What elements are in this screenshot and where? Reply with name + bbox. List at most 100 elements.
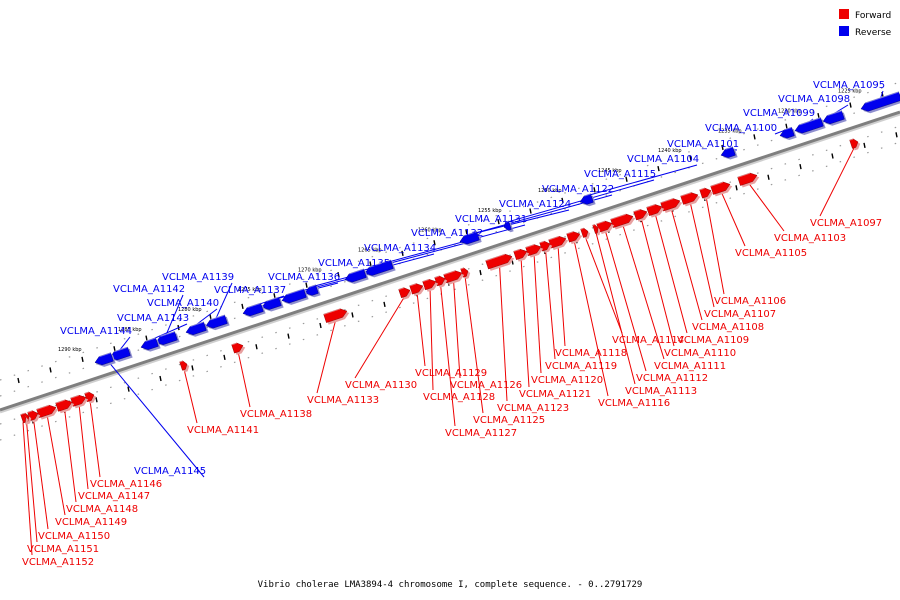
gene-label-vclma_a1118[interactable]: VCLMA_A1118 <box>555 348 627 359</box>
gene-arrow-vclma_a1130[interactable] <box>398 286 414 301</box>
gene-arrow-vclma_a1100[interactable] <box>779 126 797 143</box>
gene-arrow-vclma_a1111[interactable] <box>610 212 637 230</box>
gene-label-vclma_a1101[interactable]: VCLMA_A1101 <box>667 139 739 150</box>
gene-arrow-vclma_a1114[interactable] <box>580 227 592 240</box>
gene-label-vclma_a1121[interactable]: VCLMA_A1121 <box>519 389 591 400</box>
gene-label-vclma_a1148[interactable]: VCLMA_A1148 <box>66 504 138 515</box>
gene-arrow-vclma_a1147[interactable] <box>70 393 90 409</box>
gene-arrow-vclma_a1136[interactable] <box>261 296 284 314</box>
gene-arrow-vclma_a1133[interactable] <box>323 306 351 325</box>
gene-label-vclma_a1109[interactable]: VCLMA_A1109 <box>677 335 749 346</box>
gene-label-vclma_a1129[interactable]: VCLMA_A1129 <box>415 368 487 379</box>
gene-arrow-vclma_a1110[interactable] <box>633 207 651 222</box>
gene-label-vclma_a1149[interactable]: VCLMA_A1149 <box>55 517 127 528</box>
gene-arrow-vclma_a1139[interactable] <box>205 314 230 332</box>
gene-label-vclma_a1125[interactable]: VCLMA_A1125 <box>473 415 545 426</box>
gene-label-vclma_a1142[interactable]: VCLMA_A1142 <box>113 284 185 295</box>
gene-arrow-vclma_a1118[interactable] <box>548 234 570 251</box>
gene-arrow-vclma_a1113[interactable] <box>592 223 602 236</box>
gene-label-vclma_a1115[interactable]: VCLMA_A1115 <box>584 169 656 180</box>
gene-arrow-vclma_a1137[interactable] <box>242 302 266 321</box>
gene-arrow-vclma_a1141[interactable] <box>179 359 191 373</box>
gene-label-vclma_a1111[interactable]: VCLMA_A1111 <box>654 361 726 372</box>
gene-label-vclma_a1098[interactable]: VCLMA_A1098 <box>778 94 850 105</box>
gene-label-vclma_a1132[interactable]: VCLMA_A1132 <box>411 228 483 239</box>
gene-arrow-vclma_a1129[interactable] <box>409 281 427 297</box>
gene-label-vclma_a1097[interactable]: VCLMA_A1097 <box>810 218 882 229</box>
gene-label-vclma_a1105[interactable]: VCLMA_A1105 <box>735 248 807 259</box>
gene-arrow-vclma_a1098[interactable] <box>822 109 847 128</box>
gene-label-vclma_a1133[interactable]: VCLMA_A1133 <box>307 395 379 406</box>
gene-label-vclma_a1150[interactable]: VCLMA_A1150 <box>38 531 110 542</box>
gene-arrow-vclma_a1108[interactable] <box>660 196 684 213</box>
gene-arrow-vclma_a1128[interactable] <box>422 277 440 292</box>
gene-label-vclma_a1152[interactable]: VCLMA_A1152 <box>22 557 94 568</box>
gene-arrow-vclma_a1106[interactable] <box>699 186 715 201</box>
gene-label-vclma_a1127[interactable]: VCLMA_A1127 <box>445 428 517 439</box>
gene-arrow-vclma_a1132[interactable] <box>344 268 369 286</box>
gene-arrow-vclma_a1099[interactable] <box>794 116 826 137</box>
gene-arrow-vclma_a1138[interactable] <box>231 341 247 356</box>
gene-label-vclma_a1108[interactable]: VCLMA_A1108 <box>692 322 764 333</box>
gene-arrow-vclma_a1105[interactable] <box>710 180 734 197</box>
gene-arrow-vclma_a1120[interactable] <box>525 242 545 258</box>
gene-label-vclma_a1147[interactable]: VCLMA_A1147 <box>78 491 150 502</box>
gene-arrow-vclma_a1097[interactable] <box>849 137 862 151</box>
gene-label-vclma_a1128[interactable]: VCLMA_A1128 <box>423 392 495 403</box>
gene-label-vclma_a1134[interactable]: VCLMA_A1134 <box>364 243 436 254</box>
gene-label-vclma_a1104[interactable]: VCLMA_A1104 <box>627 154 699 165</box>
gene-label-vclma_a1144[interactable]: VCLMA_A1144 <box>60 326 132 337</box>
gene-label-vclma_a1126[interactable]: VCLMA_A1126 <box>450 380 522 391</box>
gene-label-vclma_a1141[interactable]: VCLMA_A1141 <box>187 425 259 436</box>
gene-label-vclma_a1119[interactable]: VCLMA_A1119 <box>545 361 617 372</box>
gene-label-vclma_a1123[interactable]: VCLMA_A1123 <box>497 403 569 414</box>
gene-label-vclma_a1099[interactable]: VCLMA_A1099 <box>743 108 815 119</box>
gene-label-vclma_a1131[interactable]: VCLMA_A1131 <box>455 214 527 225</box>
gene-label-vclma_a1130[interactable]: VCLMA_A1130 <box>345 380 417 391</box>
gene-label-vclma_a1138[interactable]: VCLMA_A1138 <box>240 409 312 420</box>
gene-arrow-vclma_a1103[interactable] <box>737 171 761 188</box>
gene-arrow-vclma_a1140[interactable] <box>185 321 209 339</box>
gene-label-vclma_a1146[interactable]: VCLMA_A1146 <box>90 479 162 490</box>
gene-arrow-vclma_a1148[interactable] <box>55 397 76 414</box>
gene-arrow-vclma_a1134[interactable] <box>304 284 321 299</box>
gene-label-vclma_a1124[interactable]: VCLMA_A1124 <box>499 199 571 210</box>
gene-label-vclma_a1100[interactable]: VCLMA_A1100 <box>705 123 777 134</box>
gene-arrow-vclma_a1101[interactable] <box>720 145 738 162</box>
gene-label-vclma_a1113[interactable]: VCLMA_A1113 <box>625 386 697 397</box>
gene-arrow-vclma_a1143[interactable] <box>140 337 161 354</box>
gene-label-vclma_a1135[interactable]: VCLMA_A1135 <box>318 258 390 269</box>
gene-arrow-vclma_a1107[interactable] <box>680 190 702 207</box>
gene-label-vclma_a1122[interactable]: VCLMA_A1122 <box>542 184 614 195</box>
gene-label-vclma_a1106[interactable]: VCLMA_A1106 <box>714 296 786 307</box>
gene-arrow-vclma_a1104[interactable] <box>579 192 596 208</box>
gene-arrow-vclma_a1095[interactable] <box>860 91 900 115</box>
gene-arrow-vclma_a1116[interactable] <box>566 229 584 245</box>
gene-label-vclma_a1140[interactable]: VCLMA_A1140 <box>147 298 219 309</box>
gene-label-vclma_a1107[interactable]: VCLMA_A1107 <box>704 309 776 320</box>
gene-label-vclma_a1145[interactable]: VCLMA_A1145 <box>134 466 206 477</box>
gene-arrow-vclma_a1131[interactable] <box>364 259 396 279</box>
gene-arrow-vclma_a1124[interactable] <box>459 230 482 248</box>
gene-arrow-vclma_a1125[interactable] <box>460 266 472 280</box>
gene-arrow-vclma_a1149[interactable] <box>36 403 60 420</box>
gene-label-vclma_a1116[interactable]: VCLMA_A1116 <box>598 398 670 409</box>
gene-label-vclma_a1136[interactable]: VCLMA_A1136 <box>268 272 340 283</box>
gene-arrow-vclma_a1145[interactable] <box>94 351 116 369</box>
gene-label-vclma_a1143[interactable]: VCLMA_A1143 <box>117 313 189 324</box>
gene-arrow-vclma_a1144[interactable] <box>109 346 133 365</box>
gene-arrow-vclma_a1121[interactable] <box>513 247 531 262</box>
gene-label-vclma_a1120[interactable]: VCLMA_A1120 <box>531 375 603 386</box>
gene-arrow-vclma_a1142[interactable] <box>155 330 180 349</box>
gene-label-vclma_a1103[interactable]: VCLMA_A1103 <box>774 233 846 244</box>
gene-arrow-vclma_a1152[interactable] <box>20 413 30 426</box>
gene-arrow-vclma_a1146[interactable] <box>84 390 98 404</box>
gene-arrow-vclma_a1135[interactable] <box>281 288 309 307</box>
gene-arrow-vclma_a1123[interactable] <box>485 252 516 272</box>
gene-arrow-vclma_a1109[interactable] <box>646 202 666 218</box>
gene-label-vclma_a1112[interactable]: VCLMA_A1112 <box>636 373 708 384</box>
gene-label-vclma_a1095[interactable]: VCLMA_A1095 <box>813 80 885 91</box>
gene-arrow-vclma_a1115[interactable] <box>503 220 514 233</box>
gene-label-vclma_a1114[interactable]: VCLMA_A1114 <box>612 335 684 346</box>
gene-arrow-vclma_a1112[interactable] <box>596 219 616 235</box>
